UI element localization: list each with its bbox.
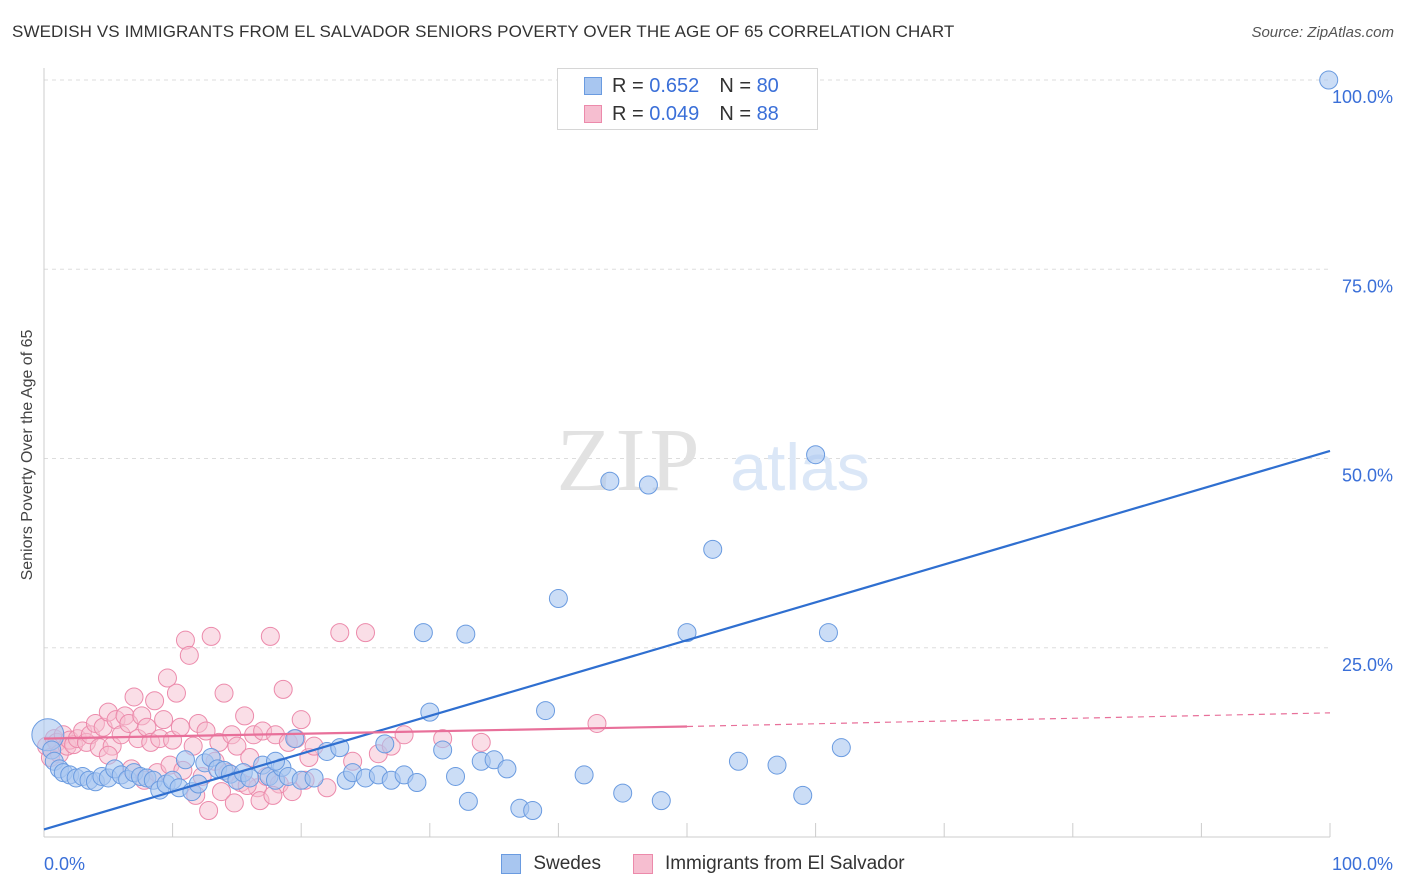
swedes-point bbox=[536, 701, 556, 721]
legend-label-swedes: Swedes bbox=[533, 853, 601, 874]
salvador-point bbox=[356, 623, 375, 643]
watermark-atlas: atlas bbox=[730, 430, 869, 504]
salvador-legend-swatch bbox=[632, 854, 653, 874]
salvador-point bbox=[224, 793, 244, 813]
tick-labels: 25.0% 50.0% 75.0% 100.0% 0.0% 100.0% bbox=[44, 87, 1393, 874]
x-tick-label: 0.0% bbox=[44, 854, 85, 874]
chart-title: SWEDISH VS IMMIGRANTS FROM EL SALVADOR S… bbox=[12, 22, 955, 41]
salvador-point bbox=[394, 725, 414, 745]
swedes-point bbox=[703, 539, 723, 559]
salvador-point bbox=[587, 713, 607, 733]
salvador-point bbox=[260, 626, 280, 646]
correlation-legend: R = 0.652 N = 80 R = 0.049 N = 88 bbox=[557, 68, 818, 130]
gridlines bbox=[44, 79, 1330, 649]
swedes-point bbox=[413, 623, 433, 643]
swedes-point bbox=[818, 623, 838, 643]
salvador-points bbox=[37, 623, 607, 821]
swedes-point bbox=[433, 740, 453, 760]
salvador-point bbox=[317, 778, 337, 798]
swedes-point bbox=[1319, 70, 1339, 90]
swedes-point bbox=[446, 766, 466, 786]
salvador-point bbox=[235, 706, 255, 726]
salvador-point bbox=[273, 679, 293, 699]
r-value: 0.049 bbox=[649, 102, 700, 125]
salvador-point bbox=[291, 710, 311, 730]
legend-row-salvador: R = 0.049 N = 88 bbox=[584, 101, 779, 127]
swedes-point bbox=[806, 445, 826, 465]
swedes-points bbox=[31, 70, 1339, 821]
salvador-point bbox=[199, 801, 219, 821]
salvador-point bbox=[214, 683, 234, 703]
salvador-point bbox=[145, 691, 165, 711]
salvador-trend-extension bbox=[686, 712, 1331, 728]
salvador-point bbox=[201, 626, 221, 646]
r-label: R = bbox=[612, 102, 644, 125]
watermark-zip: ZIP bbox=[557, 411, 704, 510]
swedes-point bbox=[793, 785, 813, 805]
legend-row-swedes: R = 0.652 N = 80 bbox=[584, 73, 779, 99]
n-label: N = bbox=[719, 102, 751, 125]
swedes-point bbox=[638, 475, 658, 495]
swedes-point bbox=[574, 765, 594, 785]
salvador-point bbox=[124, 687, 144, 707]
swedes-point bbox=[767, 755, 787, 775]
swedes-point bbox=[497, 759, 517, 779]
swedes-point bbox=[407, 772, 427, 792]
swedes-point bbox=[548, 589, 568, 609]
swedes-point bbox=[304, 768, 324, 788]
swedes-point bbox=[484, 750, 504, 770]
salvador-trend-line bbox=[43, 725, 688, 740]
y-tick-label: 50.0% bbox=[1342, 466, 1393, 486]
salvador-point bbox=[157, 668, 177, 688]
series-legend: Swedes Immigrants from El Salvador bbox=[0, 851, 1406, 877]
legend-label-salvador: Immigrants from El Salvador bbox=[664, 853, 905, 874]
swedes-trend-line bbox=[43, 449, 1331, 831]
swedes-point bbox=[831, 738, 851, 758]
r-label: R = bbox=[612, 74, 644, 97]
salvador-point bbox=[170, 717, 190, 737]
swedes-point bbox=[677, 623, 697, 643]
swedes-point bbox=[728, 751, 748, 771]
salvador-point bbox=[211, 782, 231, 802]
swedes-point bbox=[375, 734, 395, 754]
y-tick-label: 75.0% bbox=[1342, 276, 1393, 296]
n-value: 88 bbox=[756, 102, 779, 125]
salvador-point bbox=[179, 645, 199, 665]
x-tick-label: 100.0% bbox=[1332, 854, 1393, 874]
salvador-swatch bbox=[584, 105, 602, 123]
watermark: ZIP atlas bbox=[557, 411, 870, 510]
axes bbox=[43, 68, 1331, 838]
n-label: N = bbox=[719, 74, 751, 97]
r-value: 0.652 bbox=[649, 74, 700, 97]
y-tick-label: 25.0% bbox=[1342, 655, 1393, 675]
source-label: Source: ZipAtlas.com bbox=[1251, 24, 1394, 41]
salvador-point bbox=[166, 683, 186, 703]
swedes-point bbox=[651, 791, 671, 811]
legend-item-salvador: Immigrants from El Salvador bbox=[632, 853, 905, 875]
swedes-point bbox=[285, 729, 305, 749]
swedes-swatch bbox=[584, 77, 602, 95]
legend-item-swedes: Swedes bbox=[501, 853, 601, 875]
y-tick-label: 100.0% bbox=[1332, 87, 1393, 107]
salvador-point bbox=[471, 732, 491, 752]
swedes-point bbox=[613, 783, 633, 803]
swedes-point bbox=[175, 750, 195, 770]
swedes-point bbox=[458, 791, 478, 811]
swedes-point bbox=[523, 801, 543, 821]
salvador-point bbox=[330, 623, 350, 643]
salvador-point bbox=[154, 710, 174, 730]
trend-lines bbox=[43, 449, 1331, 831]
swedes-legend-swatch bbox=[501, 854, 522, 874]
salvador-point bbox=[227, 736, 247, 756]
n-value: 80 bbox=[756, 74, 779, 97]
swedes-point bbox=[456, 624, 476, 644]
swedes-point bbox=[600, 471, 620, 491]
